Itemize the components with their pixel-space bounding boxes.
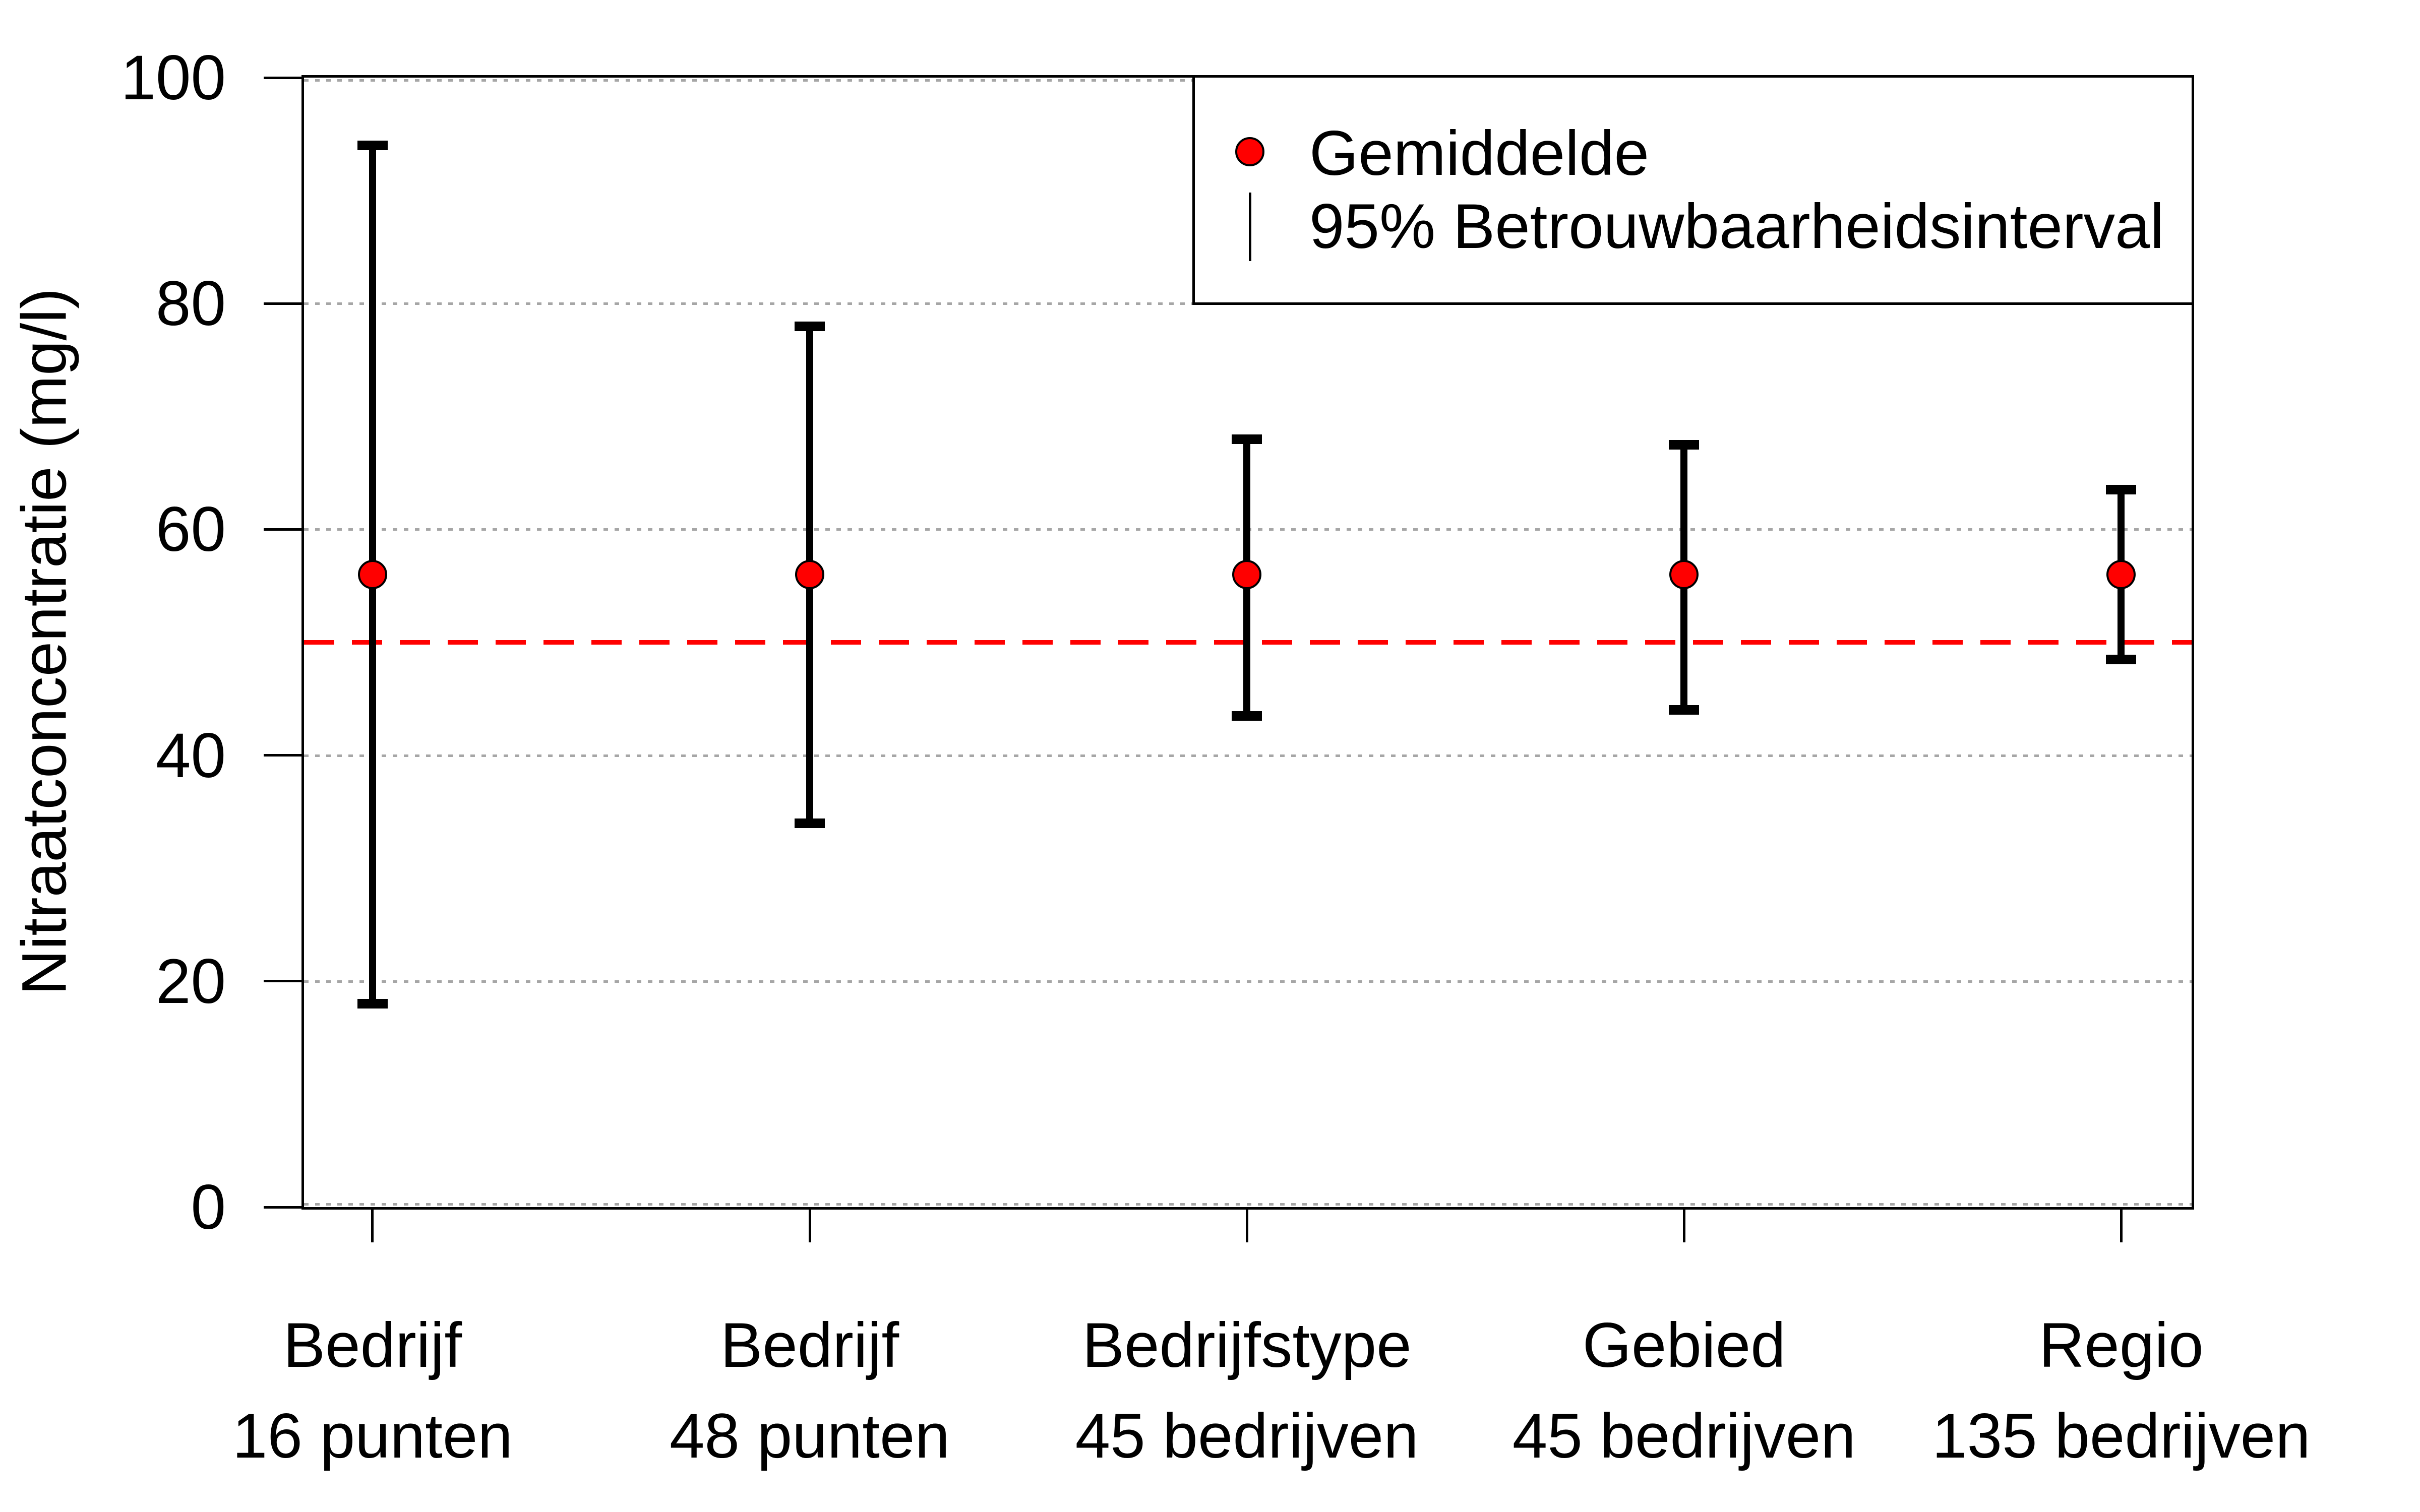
mean-marker xyxy=(1669,560,1699,590)
x-category-label-line1: Bedrijfstype xyxy=(1082,1310,1412,1380)
error-bar-cap-bottom xyxy=(357,999,388,1009)
legend-label-betrouwbaarheidsinterval: 95% Betrouwbaarheidsinterval xyxy=(1309,192,2164,262)
y-tick-label-80: 80 xyxy=(155,269,226,339)
mean-marker xyxy=(795,560,825,590)
gridline-0 xyxy=(304,1203,2192,1206)
x-tick-4 xyxy=(1682,1210,1685,1242)
y-tick-40 xyxy=(264,754,301,757)
x-category-label-line2: 45 bedrijven xyxy=(1512,1401,1856,1471)
x-category-label-4: Gebied 45 bedrijven xyxy=(1512,1300,1856,1482)
mean-marker xyxy=(2106,560,2136,590)
x-category-label-line1: Bedrijf xyxy=(720,1310,899,1380)
error-bar-cap-bottom xyxy=(2106,654,2137,664)
x-category-label-5: Regio 135 bedrijven xyxy=(1932,1300,2311,1482)
gridline-40 xyxy=(304,754,2192,757)
x-category-label-1: Bedrijf 16 punten xyxy=(232,1300,513,1482)
y-tick-100 xyxy=(264,76,301,79)
legend-label-gemiddelde: Gemiddelde xyxy=(1309,118,1650,188)
x-tick-3 xyxy=(1245,1210,1248,1242)
legend-mean-marker-icon xyxy=(1235,137,1264,166)
error-bar-cap-bottom xyxy=(795,818,825,828)
y-axis-title: Nitraatconcentratie (mg/l) xyxy=(9,288,80,995)
error-bar-cap-top xyxy=(357,140,388,150)
x-category-label-line2: 45 bedrijven xyxy=(1075,1401,1419,1471)
gridline-20 xyxy=(304,980,2192,983)
x-tick-1 xyxy=(371,1210,374,1242)
y-tick-label-100: 100 xyxy=(120,43,226,113)
y-tick-label-0: 0 xyxy=(191,1172,226,1242)
x-tick-2 xyxy=(808,1210,811,1242)
x-category-label-line1: Regio xyxy=(2039,1310,2204,1380)
y-tick-label-20: 20 xyxy=(155,946,226,1017)
x-category-label-2: Bedrijf 48 punten xyxy=(670,1300,950,1482)
y-tick-0 xyxy=(264,1206,301,1209)
x-category-label-line2: 48 punten xyxy=(669,1401,950,1471)
error-bar-cap-bottom xyxy=(1669,705,1700,715)
y-tick-label-40: 40 xyxy=(155,720,226,791)
y-tick-80 xyxy=(264,302,301,305)
error-bar-cap-top xyxy=(1232,434,1262,444)
error-bar-cap-bottom xyxy=(1232,711,1262,721)
x-category-label-line2: 135 bedrijven xyxy=(1932,1401,2311,1471)
legend-interval-line-icon xyxy=(1249,193,1251,261)
y-tick-60 xyxy=(264,528,301,531)
plot-area: 0 20 40 60 80 100 Bedrijf 16 punten Bedrijf 48 p… xyxy=(120,46,2310,1471)
y-tick-label-60: 60 xyxy=(155,494,226,565)
x-category-label-line1: Bedrijf xyxy=(283,1310,462,1380)
legend: Gemiddelde 95% Betrouwbaarheidsinterval xyxy=(1192,75,2194,305)
mean-marker xyxy=(357,560,387,590)
mean-marker xyxy=(1232,560,1262,590)
error-bar-cap-top xyxy=(795,321,825,331)
error-bar-cap-top xyxy=(1669,439,1700,450)
x-tick-5 xyxy=(2120,1210,2123,1242)
x-category-label-line2: 16 punten xyxy=(232,1401,513,1471)
x-category-label-line1: Gebied xyxy=(1582,1310,1786,1380)
error-bar-cap-top xyxy=(2106,485,2137,495)
y-tick-20 xyxy=(264,980,301,983)
x-category-label-3: Bedrijfstype 45 bedrijven xyxy=(1075,1300,1419,1482)
